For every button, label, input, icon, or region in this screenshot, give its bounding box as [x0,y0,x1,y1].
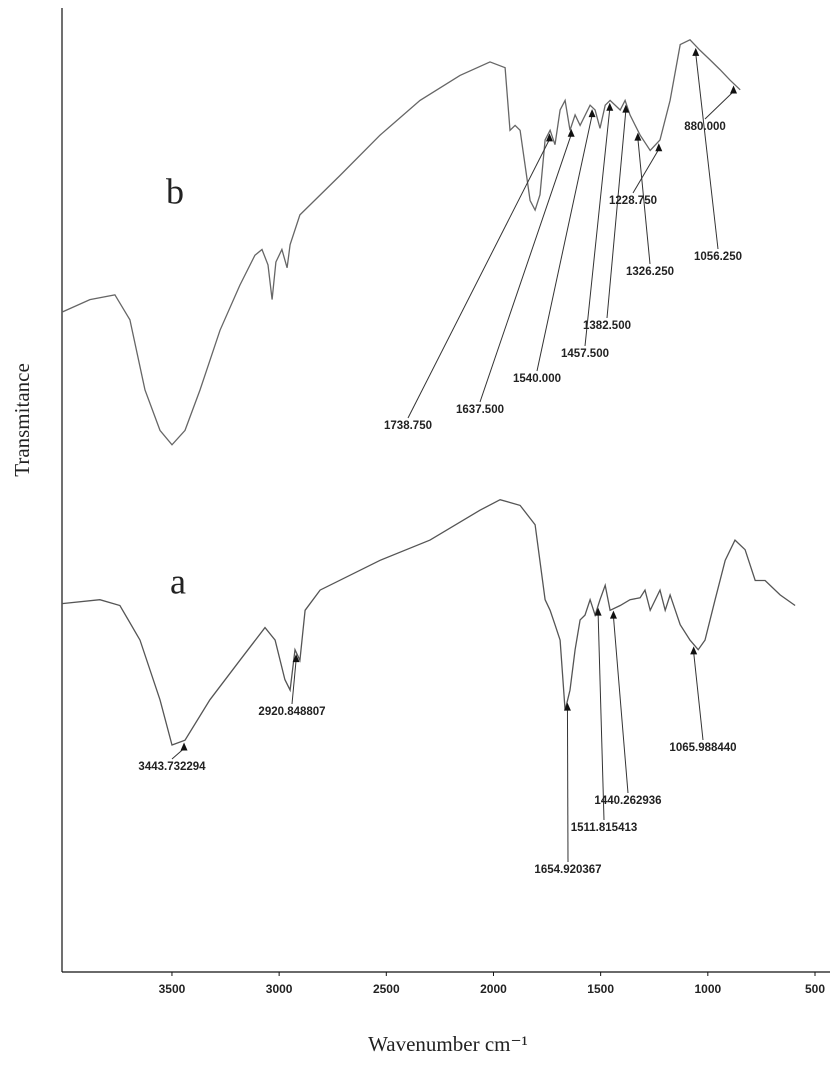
peak-leader [704,91,734,120]
peak-label: 1326.250 [626,266,674,278]
series-label: b [166,171,184,211]
peak-arrowhead [730,85,738,94]
peak-leader [566,708,569,863]
x-tick-label: 1500 [587,982,614,996]
peak-arrowhead [634,132,642,141]
peak-label: 1540.000 [513,373,561,385]
peak-label: 1440.262936 [594,795,661,807]
y-axis-title: Transmitance [10,363,34,477]
peak-arrowhead [606,102,614,111]
peak-label: 3443.732294 [138,761,206,773]
peak-leader [597,613,605,821]
peak-leader [291,660,297,705]
x-tick-label: 3500 [159,982,186,996]
peak-leader [695,53,719,250]
peak-label: 2920.848807 [258,706,325,718]
spectrum-line [61,499,796,746]
peak-label: 1056.250 [694,251,742,263]
peak-label: 1382.500 [583,320,631,332]
spectrum-line [61,39,741,446]
peak-arrowhead [292,654,300,663]
peak-arrowhead [692,47,700,56]
x-tick-label: 2000 [480,982,507,996]
peak-leader [479,134,572,403]
series-label: a [170,561,186,601]
peak-leader [637,138,651,265]
peak-leader [632,148,660,194]
peak-leader [693,652,704,741]
peak-label: 1511.815413 [571,822,638,834]
peak-label: 1738.750 [384,420,432,432]
peak-arrowhead [563,702,571,711]
peak-arrowhead [594,607,602,616]
peak-label: 1637.500 [456,404,504,416]
peak-label: 1228.750 [609,195,657,207]
peak-leader [584,108,611,347]
x-axis-title: Wavenumber cm⁻¹ [368,1032,528,1056]
x-tick-label: 1000 [694,982,721,996]
peak-arrowhead [567,128,575,137]
peak-arrowhead [545,133,553,142]
peak-leader [612,616,629,794]
peak-arrowhead [609,610,617,619]
peak-leader [606,110,627,319]
peak-leader [536,115,593,372]
x-tick-label: 2500 [373,982,400,996]
peak-label: 1654.920367 [534,864,601,876]
x-tick-label: 500 [805,982,825,996]
peak-arrowhead [588,109,596,118]
peak-leader [407,139,550,419]
peak-arrowhead [622,104,630,113]
peak-label: 880.000 [684,121,726,133]
peak-label: 1457.500 [561,348,609,360]
peak-arrowhead [690,646,698,655]
peak-arrowhead [655,143,663,152]
x-tick-label: 3000 [266,982,293,996]
peak-arrowhead [180,742,188,751]
peak-label: 1065.988440 [669,742,736,754]
